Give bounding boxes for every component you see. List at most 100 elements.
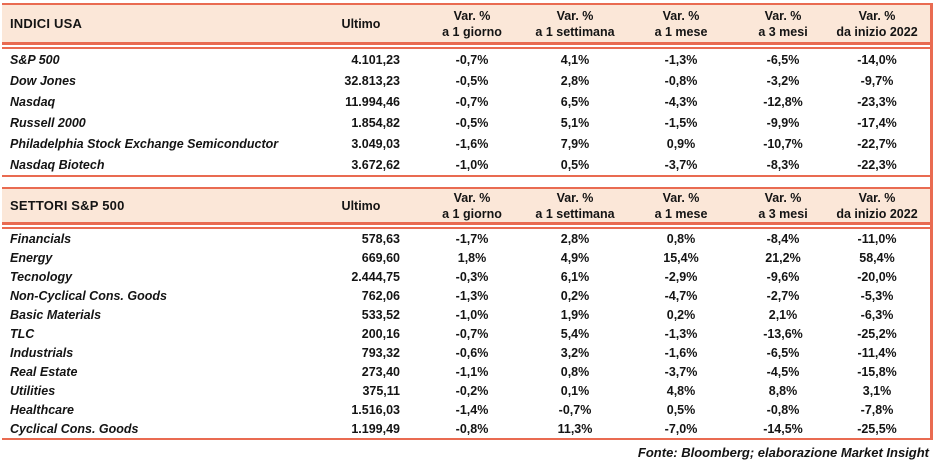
var-1-mese: -3,7% [664, 157, 698, 172]
section-indici-usa: INDICI USA Ultimo Var. % a 1 giorno Var.… [2, 3, 930, 177]
var-1-giorno: -0,2% [455, 383, 489, 398]
var-1-giorno: -1,0% [455, 157, 489, 172]
row-last-value: 32.813,23 [344, 73, 400, 88]
row-last-value: 533,52 [361, 307, 400, 322]
var-1-mese: -1,3% [664, 52, 698, 67]
row-last-value: 1.516,03 [351, 402, 400, 417]
source-note: Fonte: Bloomberg; elaborazione Market In… [637, 445, 929, 460]
var-1-settimana: 2,8% [560, 231, 590, 246]
var-1-giorno: 1,8% [457, 250, 487, 265]
var-1-mese: 0,5% [666, 402, 696, 417]
var-inizio-2022: -22,7% [857, 136, 897, 151]
row-last-value: 11.994,46 [345, 94, 400, 109]
var-1-settimana: 1,9% [560, 307, 590, 322]
var-3-mesi: 2,1% [768, 307, 798, 322]
row-last-value: 669,60 [361, 250, 400, 265]
var-3-mesi: -2,7% [766, 288, 800, 303]
var-1-giorno: -0,7% [455, 52, 489, 67]
row-last-value: 273,40 [361, 364, 400, 379]
section-settori-sp500: SETTORI S&P 500 Ultimo Var. % a 1 giorno… [2, 187, 930, 440]
var-1-settimana: 0,8% [560, 364, 590, 379]
row-last-value: 2.444,75 [351, 269, 400, 284]
table-row: Nasdaq Biotech 3.672,62 -1,0% 0,5% -3,7%… [2, 154, 930, 175]
column-header-var-inizio-2022: Var. % da inizio 2022 [836, 8, 918, 39]
column-header-var-3-mesi: Var. % a 3 mesi [758, 190, 808, 221]
var-3-mesi: -4,5% [766, 364, 800, 379]
var-inizio-2022: -20,0% [857, 269, 897, 284]
column-header-var-1-giorno: Var. % a 1 giorno [442, 8, 502, 39]
row-last-value: 3.672,62 [351, 157, 400, 172]
var-1-settimana: 3,2% [560, 345, 590, 360]
header-row-settori: SETTORI S&P 500 Ultimo Var. % a 1 giorno… [2, 187, 930, 225]
var-1-mese: -1,3% [664, 326, 698, 341]
var-inizio-2022: -14,0% [857, 52, 897, 67]
var-1-mese: -1,6% [664, 345, 698, 360]
var-1-settimana: 6,5% [560, 94, 590, 109]
var-inizio-2022: -9,7% [860, 73, 894, 88]
table-row: Philadelphia Stock Exchange Semiconducto… [2, 133, 930, 154]
var-1-giorno: -1,4% [455, 402, 489, 417]
settori-rows: Financials 578,63 -1,7% 2,8% 0,8% -8,4% … [2, 229, 930, 438]
var-inizio-2022: -5,3% [860, 288, 894, 303]
indices-sectors-table: INDICI USA Ultimo Var. % a 1 giorno Var.… [2, 3, 933, 440]
column-header-ultimo: Ultimo [341, 198, 381, 213]
table-row: Dow Jones 32.813,23 -0,5% 2,8% -0,8% -3,… [2, 70, 930, 91]
var-1-mese: -4,3% [664, 94, 698, 109]
column-header-var-inizio-2022: Var. % da inizio 2022 [836, 190, 918, 221]
var-1-settimana: 6,1% [560, 269, 590, 284]
var-1-settimana: 5,4% [560, 326, 590, 341]
var-3-mesi: -6,5% [766, 52, 800, 67]
var-inizio-2022: -25,2% [857, 326, 897, 341]
table-row: Non-Cyclical Cons. Goods 762,06 -1,3% 0,… [2, 286, 930, 305]
row-label: Cyclical Cons. Goods [10, 421, 139, 436]
var-1-settimana: 11,3% [557, 421, 593, 436]
row-last-value: 793,32 [361, 345, 400, 360]
var-1-mese: 0,9% [666, 136, 696, 151]
row-last-value: 1.854,82 [351, 115, 400, 130]
row-last-value: 3.049,03 [351, 136, 400, 151]
var-1-mese: -1,5% [664, 115, 698, 130]
var-1-giorno: -0,7% [455, 94, 489, 109]
header-divider [2, 47, 930, 49]
column-header-var-1-mese: Var. % a 1 mese [654, 8, 708, 39]
column-header-var-1-giorno: Var. % a 1 giorno [442, 190, 502, 221]
var-inizio-2022: -7,8% [860, 402, 894, 417]
var-1-giorno: -1,0% [455, 307, 489, 322]
var-3-mesi: -8,3% [766, 157, 800, 172]
var-inizio-2022: -6,3% [860, 307, 894, 322]
var-3-mesi: -9,9% [766, 115, 800, 130]
row-last-value: 762,06 [361, 288, 400, 303]
var-1-settimana: 0,1% [560, 383, 590, 398]
row-label: Tecnology [10, 269, 73, 284]
table-bottom-rule [2, 438, 930, 440]
var-1-giorno: -0,5% [455, 115, 489, 130]
var-1-mese: 0,8% [666, 231, 696, 246]
row-last-value: 4.101,23 [351, 52, 400, 67]
row-label: Industrials [10, 345, 74, 360]
row-label: Nasdaq Biotech [10, 157, 105, 172]
column-header-ultimo: Ultimo [341, 16, 381, 31]
row-label: Utilities [10, 383, 56, 398]
var-1-mese: -7,0% [664, 421, 698, 436]
row-label: Financials [10, 231, 72, 246]
var-1-giorno: -0,7% [455, 326, 489, 341]
row-label: Healthcare [10, 402, 74, 417]
table-row: Energy 669,60 1,8% 4,9% 15,4% 21,2% 58,4… [2, 248, 930, 267]
row-last-value: 1.199,49 [351, 421, 400, 436]
var-1-settimana: 0,5% [560, 157, 590, 172]
var-inizio-2022: -11,4% [857, 345, 897, 360]
row-label: Non-Cyclical Cons. Goods [10, 288, 167, 303]
var-1-settimana: 4,1% [560, 52, 590, 67]
var-1-settimana: 0,2% [560, 288, 590, 303]
table-row: Industrials 793,32 -0,6% 3,2% -1,6% -6,5… [2, 343, 930, 362]
var-3-mesi: -12,8% [763, 94, 803, 109]
indici-usa-rows: S&P 500 4.101,23 -0,7% 4,1% -1,3% -6,5% … [2, 49, 930, 175]
var-3-mesi: -13,6% [763, 326, 803, 341]
var-1-giorno: -1,1% [455, 364, 489, 379]
section-title: INDICI USA [10, 16, 83, 31]
var-1-settimana: 7,9% [560, 136, 590, 151]
row-last-value: 200,16 [361, 326, 400, 341]
section-gap [2, 177, 930, 187]
table-row: Nasdaq 11.994,46 -0,7% 6,5% -4,3% -12,8%… [2, 91, 930, 112]
